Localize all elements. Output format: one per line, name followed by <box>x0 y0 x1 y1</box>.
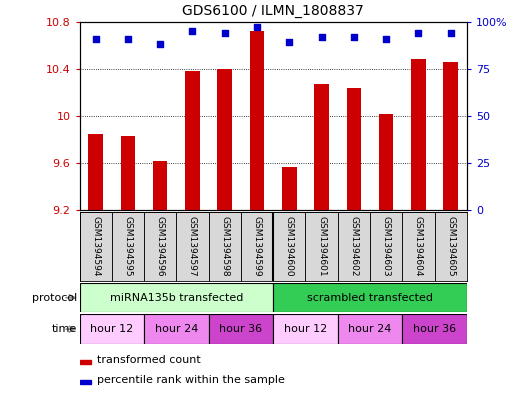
Bar <box>443 62 458 210</box>
Point <box>156 41 164 48</box>
Bar <box>338 212 370 281</box>
Bar <box>80 283 273 312</box>
Bar <box>80 360 91 364</box>
Point <box>188 28 196 34</box>
Text: GSM1394597: GSM1394597 <box>188 216 197 276</box>
Point <box>350 33 358 40</box>
Text: transformed count: transformed count <box>97 354 201 365</box>
Bar <box>176 212 209 281</box>
Text: GSM1394596: GSM1394596 <box>156 216 165 276</box>
Text: hour 12: hour 12 <box>284 324 327 334</box>
Text: hour 12: hour 12 <box>90 324 133 334</box>
Bar <box>305 212 338 281</box>
Bar <box>250 31 264 210</box>
Bar <box>402 212 435 281</box>
Bar <box>241 212 273 281</box>
Point <box>447 30 455 36</box>
Point <box>285 39 293 46</box>
Point <box>221 30 229 36</box>
Text: GSM1394599: GSM1394599 <box>252 216 262 276</box>
Text: hour 36: hour 36 <box>220 324 263 334</box>
Bar <box>185 71 200 210</box>
Bar <box>112 212 144 281</box>
Point <box>91 35 100 42</box>
Bar <box>314 84 329 210</box>
Text: GSM1394602: GSM1394602 <box>349 216 359 276</box>
Text: GSM1394595: GSM1394595 <box>124 216 132 276</box>
Text: miRNA135b transfected: miRNA135b transfected <box>110 293 243 303</box>
Point <box>415 30 423 36</box>
Text: GSM1394598: GSM1394598 <box>220 216 229 276</box>
Text: hour 36: hour 36 <box>413 324 456 334</box>
Bar <box>273 314 338 344</box>
Point <box>382 35 390 42</box>
Bar <box>80 380 91 384</box>
Bar <box>80 212 112 281</box>
Text: scrambled transfected: scrambled transfected <box>307 293 433 303</box>
Bar <box>411 59 426 210</box>
Text: GSM1394594: GSM1394594 <box>91 216 100 276</box>
Text: percentile rank within the sample: percentile rank within the sample <box>97 375 285 385</box>
Bar <box>88 134 103 210</box>
Bar <box>153 161 167 210</box>
Bar <box>121 136 135 210</box>
Text: protocol: protocol <box>32 293 77 303</box>
Title: GDS6100 / ILMN_1808837: GDS6100 / ILMN_1808837 <box>182 4 364 18</box>
Bar <box>144 314 209 344</box>
Bar <box>80 314 144 344</box>
Bar <box>282 167 297 210</box>
Bar <box>338 314 402 344</box>
Bar <box>144 212 176 281</box>
Point <box>253 24 261 30</box>
Bar <box>209 212 241 281</box>
Bar <box>209 314 273 344</box>
Text: GSM1394600: GSM1394600 <box>285 216 294 276</box>
Bar <box>218 69 232 210</box>
Text: GSM1394603: GSM1394603 <box>382 216 390 276</box>
Bar <box>347 88 361 210</box>
Bar <box>273 212 305 281</box>
Bar <box>435 212 467 281</box>
Text: hour 24: hour 24 <box>348 324 392 334</box>
Text: GSM1394604: GSM1394604 <box>414 216 423 276</box>
Bar <box>273 283 467 312</box>
Bar <box>370 212 402 281</box>
Bar <box>379 114 393 210</box>
Text: hour 24: hour 24 <box>154 324 198 334</box>
Text: time: time <box>52 324 77 334</box>
Point <box>124 35 132 42</box>
Text: GSM1394601: GSM1394601 <box>317 216 326 276</box>
Bar <box>402 314 467 344</box>
Text: GSM1394605: GSM1394605 <box>446 216 455 276</box>
Point <box>318 33 326 40</box>
